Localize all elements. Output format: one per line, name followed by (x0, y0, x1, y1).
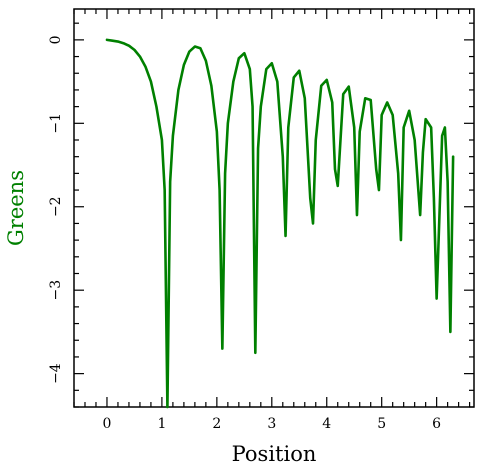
x-tick-label: 0 (103, 416, 112, 432)
series-line (105, 38, 455, 409)
y-tick-label: −4 (48, 363, 64, 384)
series-layer (105, 38, 455, 409)
y-tick-label: −2 (48, 196, 64, 217)
x-tick-label: 1 (157, 416, 166, 432)
y-tick-label: −1 (48, 113, 64, 134)
x-tick-labels: 0 1 2 3 4 5 6 (103, 416, 442, 432)
y-tick-label: 0 (48, 35, 64, 44)
y-axis-title: Greens (4, 170, 28, 246)
x-axis-title: Position (232, 442, 317, 466)
x-tick-label: 2 (212, 416, 221, 432)
plot-frame (73, 8, 475, 408)
x-tick-label: 5 (377, 416, 386, 432)
x-tick-label: 6 (432, 416, 441, 432)
x-tick-label: 3 (267, 416, 276, 432)
tick-marks (73, 9, 474, 408)
x-tick-label: 4 (322, 416, 331, 432)
y-tick-label: −3 (48, 280, 64, 301)
y-tick-labels: 0 −1 −2 −3 −4 (48, 35, 64, 384)
